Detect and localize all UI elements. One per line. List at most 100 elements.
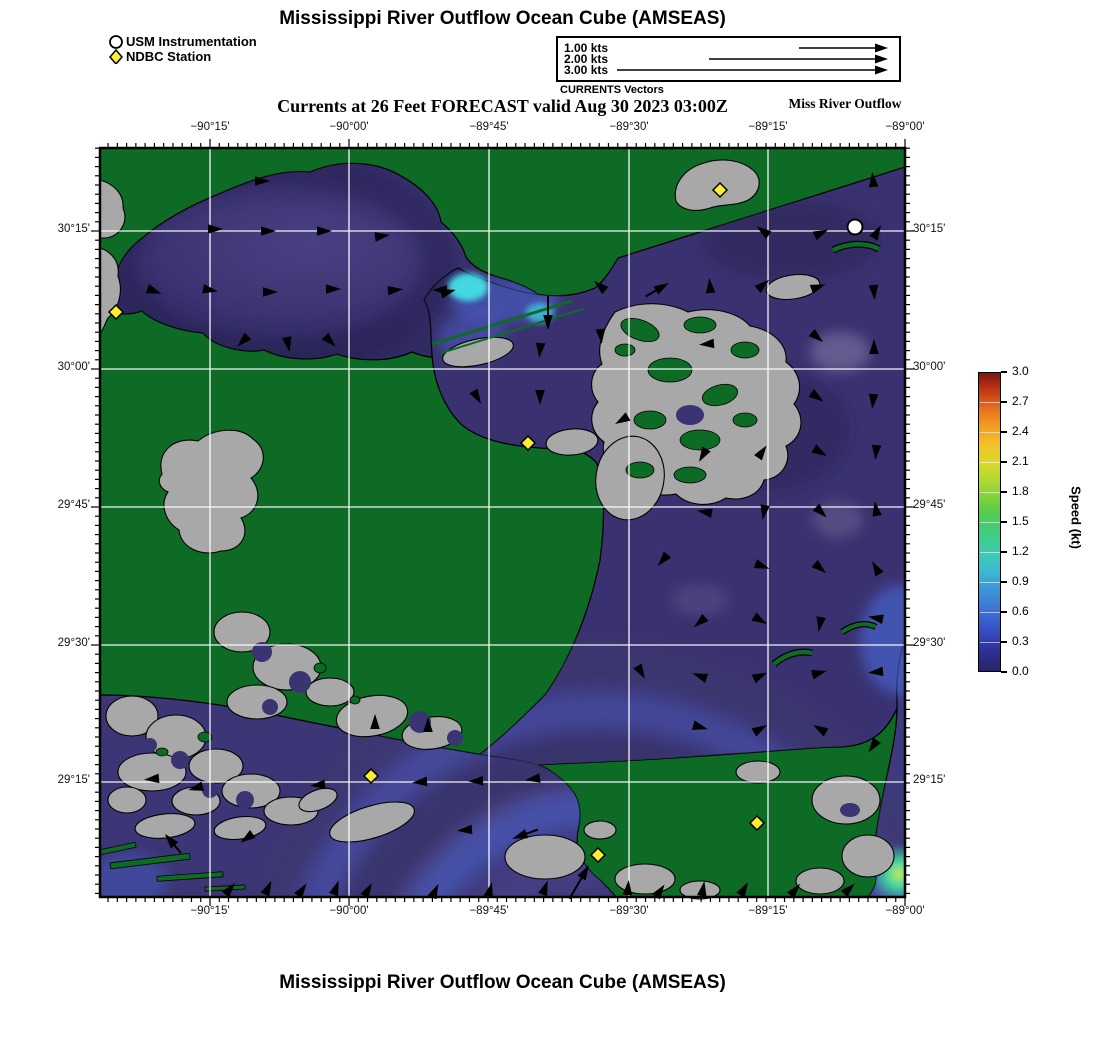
current-vector-arrow bbox=[754, 279, 770, 294]
colorbar-tick-label: 0.9 bbox=[1012, 574, 1029, 588]
current-vector-arrow bbox=[760, 504, 770, 520]
region-label: Miss River Outflow bbox=[788, 96, 902, 111]
colorbar-tick-label: 1.2 bbox=[1012, 544, 1029, 558]
vector-scale-arrowhead bbox=[875, 65, 888, 75]
current-vector-arrow bbox=[812, 229, 829, 241]
current-vector-arrow bbox=[568, 865, 589, 900]
colorbar-gridline bbox=[979, 612, 1000, 613]
current-vector-arrow bbox=[652, 884, 665, 900]
current-vector-arrow bbox=[622, 880, 633, 896]
current-vector-arrow bbox=[483, 882, 493, 899]
longitude-label-bottom: −90°15' bbox=[190, 905, 230, 917]
current-vector-arrow bbox=[282, 336, 292, 352]
usm-circle-icon bbox=[106, 34, 126, 49]
current-vector-arrow bbox=[753, 559, 770, 569]
colorbar-tick bbox=[1001, 551, 1007, 553]
longitude-label-top: −90°15' bbox=[190, 121, 230, 133]
colorbar-tick bbox=[1001, 581, 1007, 583]
page-title: Mississippi River Outflow Ocean Cube (AM… bbox=[279, 8, 726, 29]
current-vector-arrow bbox=[871, 444, 882, 460]
current-vector-arrow bbox=[808, 328, 824, 343]
current-vector-arrow bbox=[593, 280, 609, 295]
ndbc-station-marker bbox=[362, 767, 380, 785]
colorbar-tick-label: 0.6 bbox=[1012, 604, 1029, 618]
colorbar-gridline bbox=[979, 552, 1000, 553]
latitude-label-left: 30°15' bbox=[57, 223, 90, 235]
current-vector-arrow bbox=[255, 176, 270, 186]
colorbar-gridline bbox=[979, 522, 1000, 523]
current-vector-arrow bbox=[360, 883, 372, 899]
current-vector-arrow bbox=[208, 224, 223, 234]
longitude-label-bottom: −89°00' bbox=[885, 905, 925, 917]
current-vector-arrow bbox=[697, 508, 713, 518]
marker-legend: USM Instrumentation NDBC Station bbox=[106, 34, 257, 66]
longitude-label-top: −89°15' bbox=[748, 121, 788, 133]
current-vector-arrow bbox=[326, 284, 341, 294]
current-vector-arrow bbox=[595, 328, 606, 344]
colorbar-tick-label: 0.0 bbox=[1012, 664, 1029, 678]
current-vector-arrow bbox=[868, 737, 881, 753]
colorbar-gridline bbox=[979, 462, 1000, 463]
current-vector-arrow bbox=[263, 287, 278, 297]
current-vector-arrow bbox=[809, 284, 826, 294]
colorbar-tick-label: 1.5 bbox=[1012, 514, 1029, 528]
colorbar-tick-label: 2.4 bbox=[1012, 424, 1029, 438]
colorbar-tick-label: 2.1 bbox=[1012, 454, 1029, 468]
current-vector-arrow bbox=[691, 720, 708, 730]
lake-maurepas bbox=[158, 429, 264, 554]
current-vector-arrow bbox=[868, 666, 884, 677]
current-vector-arrow bbox=[412, 776, 428, 787]
colorbar-tick-label: 1.8 bbox=[1012, 484, 1029, 498]
colorbar-tick bbox=[1001, 611, 1007, 613]
current-vector-arrow bbox=[543, 295, 553, 330]
station-markers bbox=[107, 181, 864, 864]
latitude-label-left: 29°45' bbox=[57, 499, 90, 511]
longitude-label-top: −89°30' bbox=[609, 121, 649, 133]
current-vector-arrow bbox=[868, 284, 879, 300]
current-vector-arrow bbox=[468, 775, 484, 786]
ndbc-station-marker bbox=[519, 434, 537, 452]
latitude-label-right: 30°15' bbox=[913, 223, 946, 235]
current-vector-arrow bbox=[615, 412, 631, 424]
current-vector-arrow bbox=[370, 714, 380, 729]
colorbar-tick-label: 0.3 bbox=[1012, 634, 1029, 648]
legend-label-usm: USM Instrumentation bbox=[126, 34, 257, 49]
current-vector-arrow bbox=[538, 880, 548, 897]
legend-row-ndbc: NDBC Station bbox=[106, 48, 257, 66]
colorbar-tick bbox=[1001, 371, 1007, 373]
current-vector-arrow bbox=[736, 882, 748, 898]
current-vector-arrow bbox=[812, 503, 827, 518]
current-vector-arrow bbox=[657, 551, 672, 567]
current-vector-arrow bbox=[202, 284, 218, 294]
map-frame bbox=[91, 139, 914, 906]
current-vector-arrow bbox=[810, 670, 827, 680]
current-vector-arrow bbox=[317, 226, 332, 236]
colorbar-tick bbox=[1001, 431, 1007, 433]
legend-row-usm: USM Instrumentation bbox=[106, 34, 257, 49]
latitude-label-right: 29°45' bbox=[913, 499, 946, 511]
ndbc-station-marker bbox=[589, 846, 607, 864]
current-vector-arrow bbox=[693, 613, 709, 628]
colorbar-tick bbox=[1001, 401, 1007, 403]
current-vector-arrow bbox=[329, 880, 339, 897]
vector-scale-arrowhead bbox=[875, 43, 888, 53]
vector-scale-box: 1.00 kts 2.00 kts 3.00 kts bbox=[556, 36, 901, 82]
ndbc-station-marker bbox=[748, 814, 766, 832]
colorbar-tick bbox=[1001, 491, 1007, 493]
current-vector-arrow bbox=[868, 393, 879, 409]
current-vector-arrow bbox=[535, 390, 545, 405]
current-vector-arrow bbox=[645, 283, 669, 298]
current-vector-arrow bbox=[294, 883, 307, 899]
green-islands bbox=[99, 316, 760, 892]
vector-scale-caption: CURRENTS Vectors bbox=[560, 84, 664, 96]
current-vector-arrow bbox=[321, 332, 336, 347]
graticule bbox=[100, 148, 905, 897]
current-vector-arrow bbox=[811, 559, 827, 574]
current-vector-arrow bbox=[535, 342, 546, 358]
longitude-label-top: −90°00' bbox=[329, 121, 369, 133]
current-vector-arrow bbox=[260, 880, 272, 897]
latitude-label-right: 29°15' bbox=[913, 774, 946, 786]
current-vector-arrow bbox=[754, 445, 767, 461]
